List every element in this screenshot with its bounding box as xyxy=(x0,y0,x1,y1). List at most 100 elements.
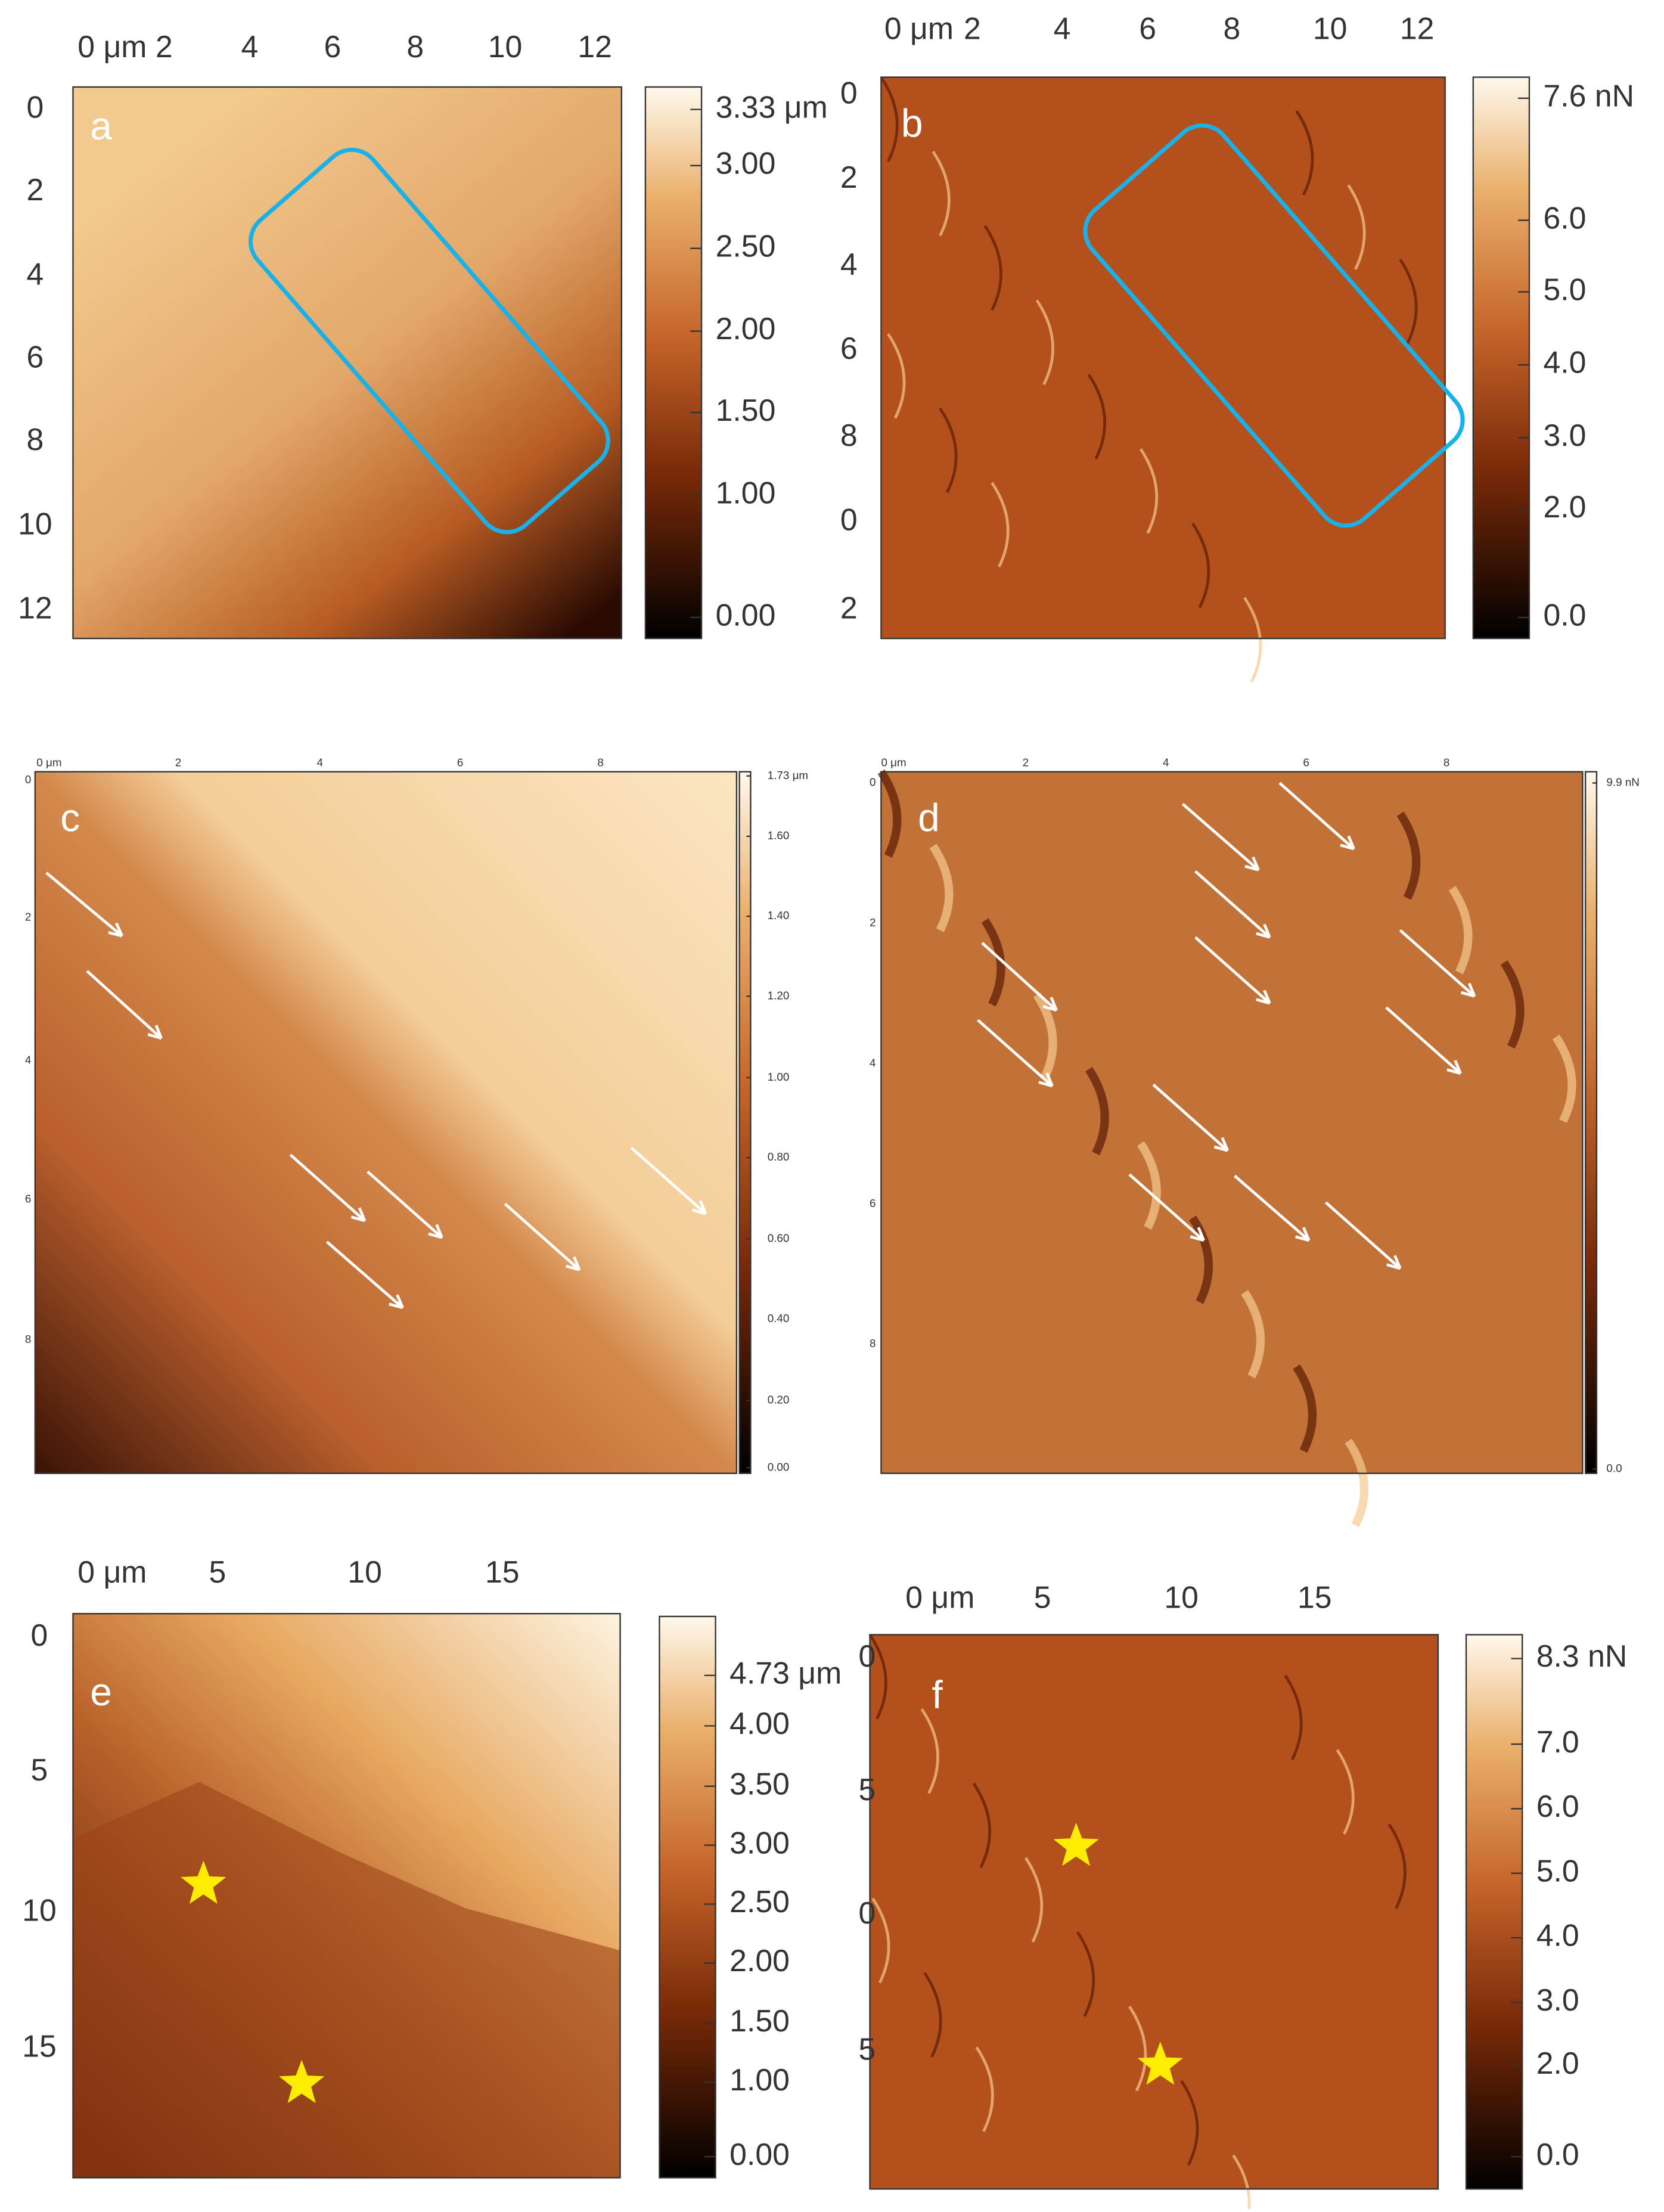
y-tick-label: 2 xyxy=(840,160,858,194)
x-tick-label: 8 xyxy=(1224,11,1241,45)
arrow-shaft xyxy=(1152,1083,1229,1152)
surface-feature xyxy=(1345,1438,1369,1528)
colorbar-tick-label: 0.60 xyxy=(768,1232,790,1245)
arrow-head xyxy=(147,1025,163,1040)
y-tick-label: 8 xyxy=(25,1333,31,1345)
afm-image xyxy=(870,1634,1438,2189)
panel-label: f xyxy=(932,1673,943,1717)
arrow-head xyxy=(1295,1227,1311,1242)
x-tick-label: 10 xyxy=(347,1555,382,1589)
y-tick-label: 0 xyxy=(840,502,858,536)
colorbar xyxy=(644,86,703,640)
image-frame xyxy=(880,76,1446,640)
colorbar-tick-label: 0.0 xyxy=(1544,597,1587,632)
x-tick-label: 4 xyxy=(241,29,259,64)
x-tick-label: 10 xyxy=(488,29,523,64)
surface-feature xyxy=(1396,811,1421,900)
surface-feature xyxy=(1180,2080,1199,2166)
arrow-shaft xyxy=(977,1019,1054,1087)
x-tick-label: 10 xyxy=(1164,1580,1199,1614)
colorbar-tick-label: 2.50 xyxy=(716,228,776,263)
y-tick-label: 6 xyxy=(840,331,858,365)
colorbar-tick-label: 2.0 xyxy=(1544,489,1587,524)
colorbar-tick-label: 2.00 xyxy=(729,1943,790,1978)
x-tick-label: 2 xyxy=(156,29,173,64)
surface-feature xyxy=(871,1897,890,1984)
arrow-head xyxy=(1460,982,1476,998)
surface-feature xyxy=(991,482,1010,568)
afm-panel: 0 μm 2 4 6 8 10 12 0 2 4 6 8 10 12 3.33 μm 3.00 2.50 2.00… xyxy=(18,29,828,640)
arrow-head xyxy=(1042,997,1058,1012)
y-tick-label: 5 xyxy=(858,1772,876,1807)
colorbar-tick-label: 1.60 xyxy=(768,829,790,842)
surface-feature xyxy=(1087,374,1106,460)
panel-label: b xyxy=(901,101,923,145)
afm-image xyxy=(881,77,1445,639)
colorbar-tick-label: 0.20 xyxy=(768,1393,790,1406)
x-tick-label: 4 xyxy=(1054,11,1071,45)
region-outline xyxy=(1083,123,1465,528)
surface-feature xyxy=(939,407,958,494)
x-tick-label: 2 xyxy=(1023,756,1029,769)
colorbar-tick-label: 3.33 μm xyxy=(716,89,828,124)
image-frame xyxy=(869,1634,1439,2190)
arrow-head xyxy=(565,1256,581,1271)
arrow-shaft xyxy=(1385,1006,1462,1075)
colorbar-tick-label: 0.0 xyxy=(1606,1462,1622,1475)
y-tick-label: 2 xyxy=(25,911,31,923)
colorbar-tick-label: 1.40 xyxy=(768,909,790,922)
y-tick-label: 6 xyxy=(26,339,44,374)
surface-feature xyxy=(1284,1674,1303,1761)
colorbar-tick-label: 6.0 xyxy=(1544,200,1587,235)
surface-feature xyxy=(1191,522,1210,609)
arrow-shaft xyxy=(1399,929,1476,998)
image-frame xyxy=(72,86,623,640)
y-tick-label: 10 xyxy=(18,506,52,541)
y-tick-label: 2 xyxy=(840,591,858,625)
arrow-shaft xyxy=(1325,1201,1401,1270)
x-tick-label: 0 μm xyxy=(77,1555,147,1589)
surface-feature xyxy=(1241,1290,1265,1379)
surface-feature xyxy=(972,1782,991,1869)
arrow-head xyxy=(1190,1227,1205,1242)
colorbar-tick-label: 1.00 xyxy=(768,1071,790,1083)
colorbar-tick-label: 7.0 xyxy=(1536,1724,1579,1759)
surface-feature xyxy=(877,769,902,858)
surface-feature xyxy=(983,225,1002,311)
star-marker xyxy=(181,1860,226,1904)
arrow-shaft xyxy=(367,1170,443,1239)
arrow-head xyxy=(428,1224,443,1239)
colorbar xyxy=(1472,76,1530,640)
afm-image xyxy=(881,771,1583,1473)
surface-feature xyxy=(887,333,906,419)
colorbar-tick-label: 5.0 xyxy=(1536,1853,1579,1888)
surface-feature xyxy=(1085,1066,1109,1156)
arrow-shaft xyxy=(1128,1173,1205,1242)
arrow-shaft xyxy=(981,942,1058,1012)
colorbar-tick-label: 0.40 xyxy=(768,1312,790,1324)
arrow-head xyxy=(1386,1255,1402,1270)
arrow-head xyxy=(1256,989,1271,1005)
surface-feature xyxy=(1033,992,1057,1081)
panel-label: d xyxy=(918,796,940,840)
afm-image xyxy=(35,771,737,1473)
colorbar xyxy=(1584,771,1598,1474)
y-tick-label: 8 xyxy=(840,418,858,452)
colorbar-tick-label: 4.73 μm xyxy=(729,1655,842,1690)
x-tick-label: 6 xyxy=(324,29,342,64)
surface-feature xyxy=(923,1972,942,2058)
surface-feature xyxy=(1387,1823,1407,1909)
y-tick-label: 4 xyxy=(840,247,858,281)
colorbar-tick-label: 1.20 xyxy=(768,989,790,1001)
x-tick-label: 0 μm xyxy=(77,29,147,64)
arrow-head xyxy=(350,1207,367,1223)
surface-feature xyxy=(932,150,951,237)
x-tick-label: 5 xyxy=(1034,1580,1051,1614)
afm-panel: 0 μm 2 4 6 8 10 12 0 2 4 6 8 0 2 7.6 nN 6.0 5.0 4.0 3.0 2.0… xyxy=(840,11,1634,683)
surface-feature xyxy=(868,1634,887,1720)
surface-feature xyxy=(1035,299,1054,386)
x-tick-label: 8 xyxy=(597,756,603,769)
